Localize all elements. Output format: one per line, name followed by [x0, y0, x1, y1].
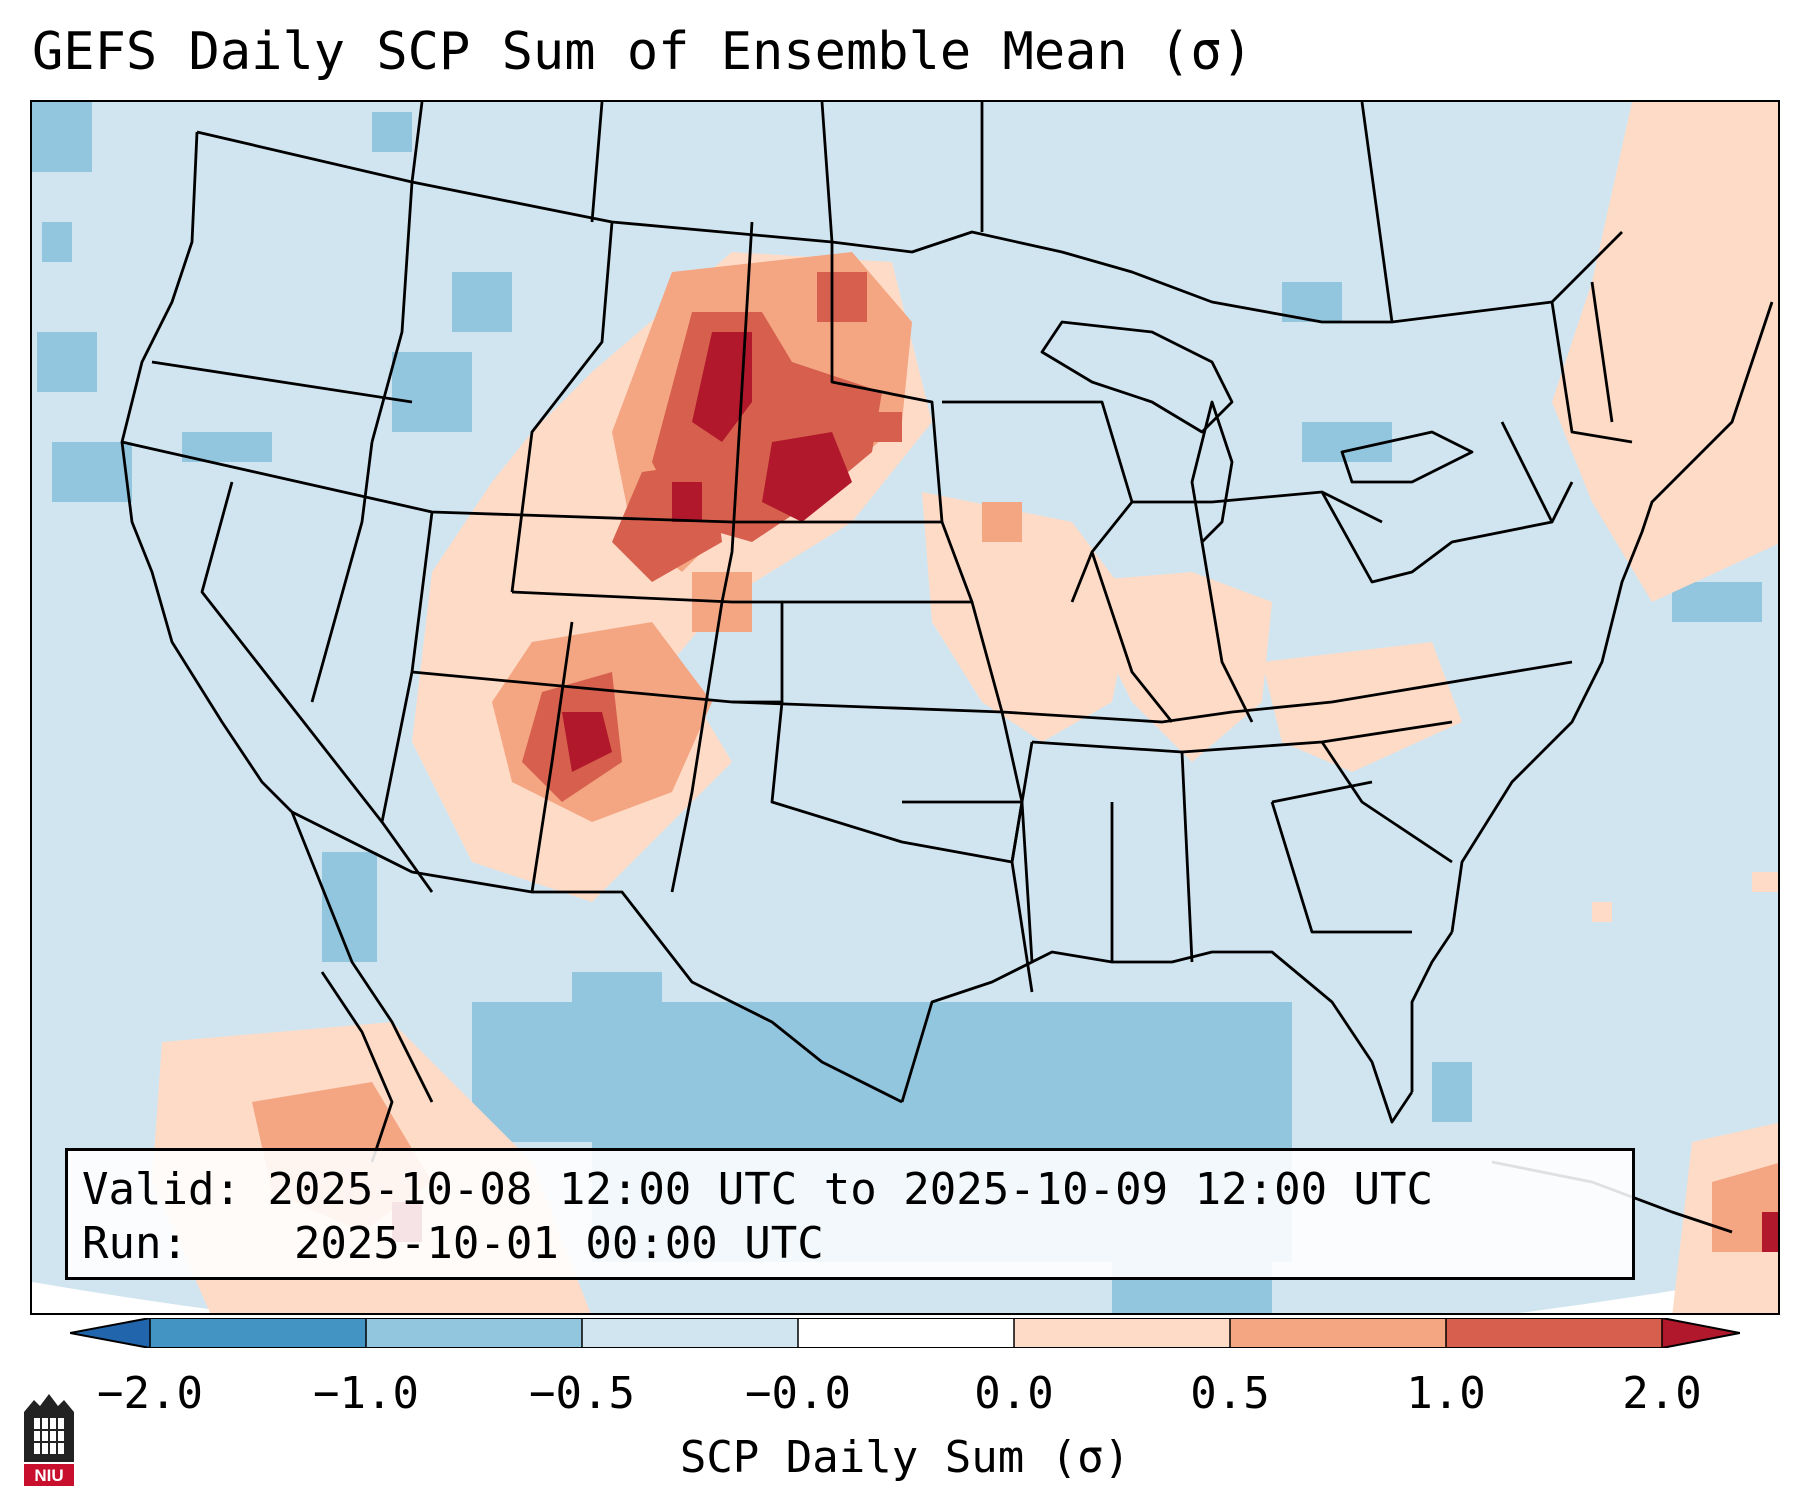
colorbar-segment-2 [366, 1318, 582, 1348]
colorbar-tick-label: −0.0 [745, 1368, 851, 1419]
colorbar-segment-7 [1446, 1318, 1662, 1348]
colorbar-tick-label: 0.0 [974, 1368, 1054, 1419]
colorbar-tick-label: −1.0 [313, 1368, 419, 1419]
run-value: 2025-10-01 00:00 UTC [293, 1218, 824, 1269]
map-svg [32, 102, 1778, 1313]
colorbar-title: SCP Daily Sum (σ) [679, 1432, 1131, 1483]
colorbar-extend-high [1662, 1318, 1740, 1348]
niu-logo-icon: NIU [24, 1394, 74, 1486]
colorbar-tick-label: 2.0 [1622, 1368, 1702, 1419]
colorbar-tick-label: 0.5 [1190, 1368, 1270, 1419]
chart-title: GEFS Daily SCP Sum of Ensemble Mean (σ) [32, 22, 1253, 82]
valid-value: 2025-10-08 12:00 UTC to 2025-10-09 12:00… [267, 1164, 1434, 1215]
map-outer-clip [32, 1272, 1778, 1313]
coastlines-and-borders [120, 102, 1774, 1234]
valid-run-info-box: Valid: 2025-10-08 12:00 UTC to 2025-10-0… [65, 1148, 1635, 1280]
colorbar-segment-1 [150, 1318, 366, 1348]
colorbar-tick-label: −0.5 [529, 1368, 635, 1419]
valid-label: Valid: [82, 1164, 241, 1215]
colorbar [70, 1318, 1740, 1348]
colorbar-segment-6 [1230, 1318, 1446, 1348]
map-panel [30, 100, 1780, 1315]
colorbar-tick-label: 1.0 [1406, 1368, 1486, 1419]
positive-anomaly-regions-extreme [392, 332, 1778, 1252]
colorbar-segment-5 [1014, 1318, 1230, 1348]
colorbar-segment-4 [798, 1318, 1014, 1348]
run-label: Run: [82, 1218, 188, 1269]
colorbar-segment-3 [582, 1318, 798, 1348]
logo-text: NIU [34, 1466, 63, 1485]
colorbar-tick-label: −2.0 [97, 1368, 203, 1419]
colorbar-extend-low [70, 1318, 150, 1348]
